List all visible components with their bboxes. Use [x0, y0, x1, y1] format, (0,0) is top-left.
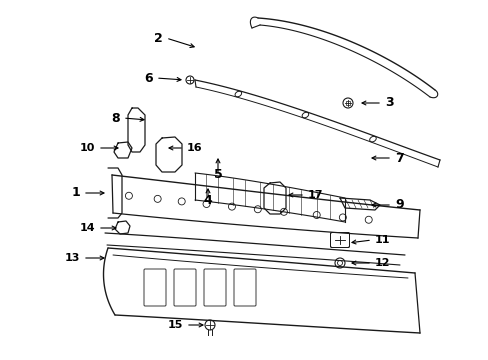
Text: 15: 15: [167, 320, 183, 330]
Text: 13: 13: [64, 253, 80, 263]
Bar: [346, 101, 349, 105]
Text: 14: 14: [79, 223, 95, 233]
Text: 17: 17: [307, 190, 323, 200]
Text: 2: 2: [154, 31, 163, 45]
Text: 3: 3: [384, 96, 393, 109]
Text: 16: 16: [186, 143, 202, 153]
Text: 9: 9: [394, 198, 403, 211]
Text: 5: 5: [213, 168, 222, 181]
Text: 11: 11: [374, 235, 390, 245]
Text: 12: 12: [374, 258, 390, 268]
Text: 1: 1: [71, 186, 80, 199]
Text: 4: 4: [203, 194, 212, 207]
Text: 10: 10: [80, 143, 95, 153]
Text: 6: 6: [144, 72, 153, 85]
Text: 8: 8: [111, 112, 120, 125]
Text: 7: 7: [394, 152, 403, 165]
